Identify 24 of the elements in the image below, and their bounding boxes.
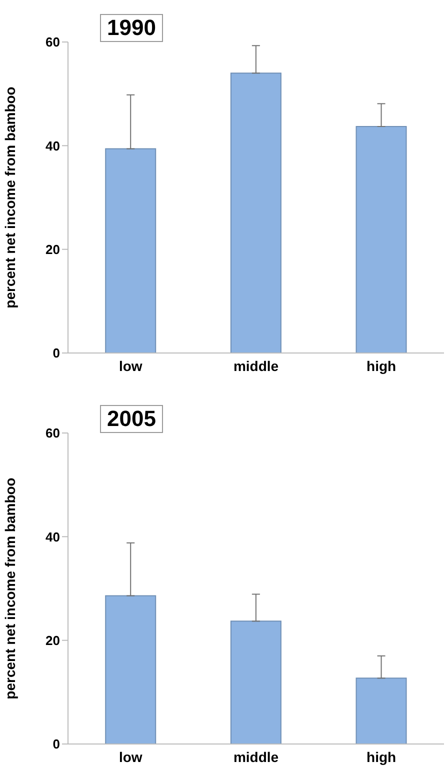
y-axis-title: percent net income from bamboo xyxy=(2,478,18,700)
bar xyxy=(356,126,407,353)
y-tick-label: 40 xyxy=(46,529,60,544)
bar xyxy=(230,72,282,353)
chart-title: 2005 xyxy=(100,405,163,433)
bar xyxy=(105,148,156,353)
x-tick-label: high xyxy=(366,358,396,374)
bar xyxy=(105,595,156,744)
y-tick-label: 0 xyxy=(52,736,60,752)
y-tick-label: 0 xyxy=(52,346,60,361)
x-tick-label: middle xyxy=(233,358,279,374)
y-tick-label: 20 xyxy=(46,632,60,648)
x-tick-label: low xyxy=(118,358,142,374)
x-tick-label: high xyxy=(366,748,396,765)
y-axis-title: percent net income from bamboo xyxy=(2,86,18,308)
bar xyxy=(356,678,407,744)
y-tick-label: 20 xyxy=(46,242,60,257)
y-tick-label: 60 xyxy=(46,426,60,441)
y-tick-label: 60 xyxy=(46,34,60,50)
bar xyxy=(230,620,282,744)
x-tick-label: low xyxy=(118,748,142,765)
chart-title: 1990 xyxy=(100,14,163,42)
x-tick-label: middle xyxy=(233,748,279,765)
y-tick-label: 40 xyxy=(46,138,60,154)
